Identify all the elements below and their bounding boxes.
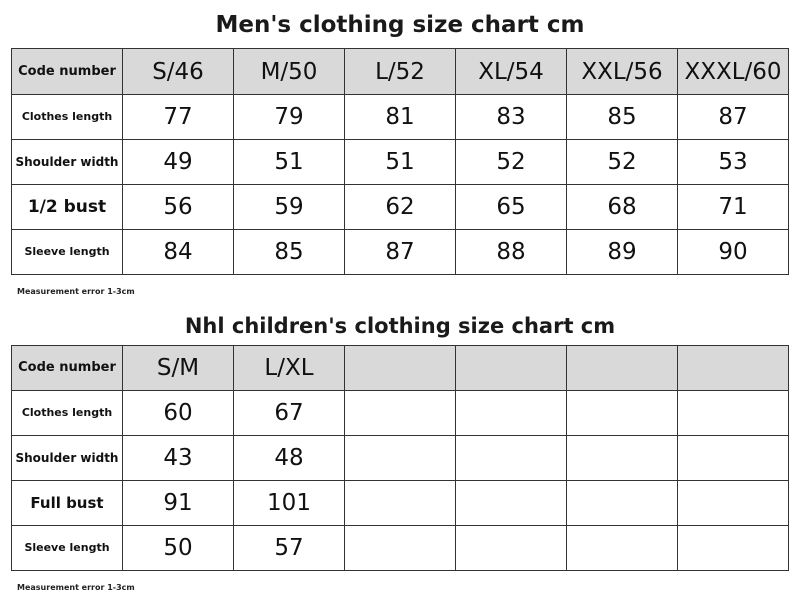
table-cell: 50	[122, 525, 234, 571]
row-label: Sleeve length	[11, 229, 123, 275]
table-cell: 65	[455, 184, 567, 230]
measurement-note: Measurement error 1-3cm	[17, 583, 135, 592]
table-cell	[344, 390, 456, 436]
measurement-note: Measurement error 1-3cm	[17, 287, 135, 296]
table-cell	[455, 480, 567, 526]
table-row: Shoulder width 43 48	[11, 435, 789, 481]
size-header	[677, 345, 789, 391]
code-number-label: Code number	[11, 345, 123, 391]
table-cell: 62	[344, 184, 456, 230]
row-label: Full bust	[11, 480, 123, 526]
table-cell: 51	[233, 139, 345, 185]
men-size-table: Code number S/46 M/50 L/52 XL/54 XXL/56 …	[11, 48, 789, 275]
table-cell: 81	[344, 94, 456, 140]
row-label: Clothes length	[11, 94, 123, 140]
table-cell	[566, 525, 678, 571]
table-cell	[677, 525, 789, 571]
table-cell: 87	[677, 94, 789, 140]
size-header: XL/54	[455, 48, 567, 95]
table-cell	[344, 480, 456, 526]
size-header: XXXL/60	[677, 48, 789, 95]
table-row: Clothes length 60 67	[11, 390, 789, 436]
table-cell: 52	[455, 139, 567, 185]
size-header: XXL/56	[566, 48, 678, 95]
row-label: 1/2 bust	[11, 184, 123, 230]
table-cell: 85	[233, 229, 345, 275]
table-cell: 68	[566, 184, 678, 230]
table-row: Clothes length 77 79 81 83 85 87	[11, 94, 789, 140]
table-cell: 67	[233, 390, 345, 436]
table-cell: 48	[233, 435, 345, 481]
table-cell: 52	[566, 139, 678, 185]
table-row: Full bust 91 101	[11, 480, 789, 526]
kids-size-table: Code number S/M L/XL Clothes length 60 6…	[11, 345, 789, 571]
table-row: Shoulder width 49 51 51 52 52 53	[11, 139, 789, 185]
size-header: L/52	[344, 48, 456, 95]
table-cell: 53	[677, 139, 789, 185]
code-number-label: Code number	[11, 48, 123, 95]
row-label: Shoulder width	[11, 435, 123, 481]
table-row: 1/2 bust 56 59 62 65 68 71	[11, 184, 789, 230]
table-cell: 90	[677, 229, 789, 275]
table-cell: 87	[344, 229, 456, 275]
table-cell: 43	[122, 435, 234, 481]
size-header	[455, 345, 567, 391]
size-header: S/46	[122, 48, 234, 95]
table-cell: 59	[233, 184, 345, 230]
table-cell: 83	[455, 94, 567, 140]
table-cell: 79	[233, 94, 345, 140]
table-cell: 71	[677, 184, 789, 230]
table-cell	[677, 480, 789, 526]
table-cell: 91	[122, 480, 234, 526]
men-chart-title: Men's clothing size chart cm	[215, 12, 585, 38]
size-header: M/50	[233, 48, 345, 95]
table-cell	[677, 435, 789, 481]
size-header: S/M	[122, 345, 234, 391]
table-cell: 77	[122, 94, 234, 140]
size-header: L/XL	[233, 345, 345, 391]
table-cell	[566, 480, 678, 526]
table-cell: 56	[122, 184, 234, 230]
size-header	[566, 345, 678, 391]
table-cell: 60	[122, 390, 234, 436]
table-cell: 85	[566, 94, 678, 140]
table-cell: 88	[455, 229, 567, 275]
size-header	[344, 345, 456, 391]
table-cell	[455, 435, 567, 481]
table-cell	[566, 390, 678, 436]
table-cell	[677, 390, 789, 436]
row-label: Shoulder width	[11, 139, 123, 185]
row-label: Sleeve length	[11, 525, 123, 571]
table-header-row: Code number S/M L/XL	[11, 345, 789, 391]
table-cell: 49	[122, 139, 234, 185]
table-cell	[455, 390, 567, 436]
table-cell	[344, 435, 456, 481]
table-cell: 89	[566, 229, 678, 275]
table-cell: 57	[233, 525, 345, 571]
kids-chart-title: Nhl children's clothing size chart cm	[184, 314, 616, 338]
table-row: Sleeve length 84 85 87 88 89 90	[11, 229, 789, 275]
table-cell	[455, 525, 567, 571]
table-cell: 84	[122, 229, 234, 275]
table-cell	[566, 435, 678, 481]
table-cell: 101	[233, 480, 345, 526]
table-header-row: Code number S/46 M/50 L/52 XL/54 XXL/56 …	[11, 48, 789, 95]
table-cell: 51	[344, 139, 456, 185]
table-cell	[344, 525, 456, 571]
row-label: Clothes length	[11, 390, 123, 436]
table-row: Sleeve length 50 57	[11, 525, 789, 571]
